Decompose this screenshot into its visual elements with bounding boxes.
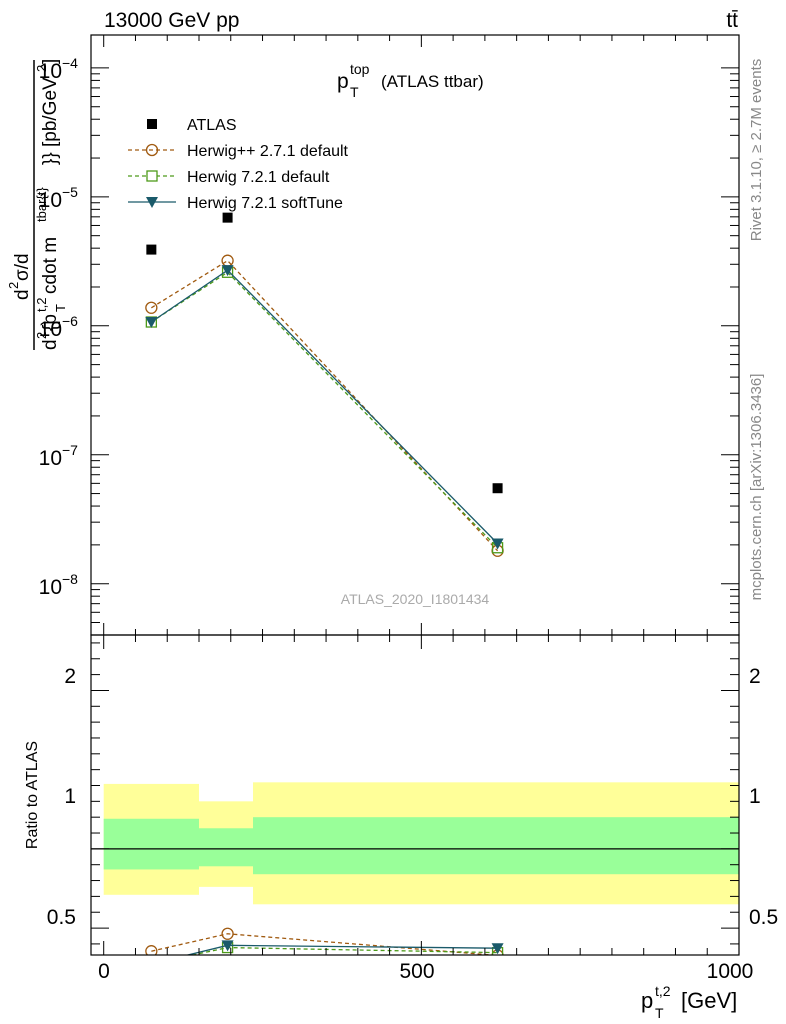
ratio-band-inner — [103, 818, 199, 870]
ratio-point-herwig-2-7-1-default — [221, 927, 234, 940]
ylabel-den-d: d — [40, 339, 61, 350]
ratio-ytick-left: 0.5 — [47, 906, 76, 929]
legend-item-herwigpp: Herwig++ 2.7.1 default — [128, 143, 349, 160]
energy-label: 13000 GeV pp — [104, 9, 239, 32]
ylabel-num-rest: σ/d — [12, 253, 33, 281]
main-title: p top T (ATLAS ttbar) — [337, 61, 484, 100]
ytick-base: 10 — [39, 318, 62, 341]
main-data — [145, 212, 504, 557]
xtick-label: 1000 — [707, 960, 754, 983]
xlabel-p: p — [641, 988, 653, 1013]
main-ytick-1: 10 −4 — [39, 55, 79, 83]
ylabel-den-m: cdot m — [40, 237, 61, 294]
main-point-herwig-7-2-1-softtune — [491, 538, 504, 550]
ylabel-den-p: {p — [40, 314, 61, 331]
ytick-exp: −8 — [62, 571, 78, 587]
main-point-atlas — [492, 483, 503, 494]
ytick-exp: −7 — [62, 442, 78, 458]
legend-label: Herwig 7.2.1 softTune — [187, 195, 343, 212]
ratio-ytick-right: 1 — [749, 785, 761, 808]
ratio-ytick-left: 1 — [64, 785, 76, 808]
rivet-label: Rivet 3.1.10, ≥ 2.7M events — [748, 59, 765, 242]
ylabel-num-sup: 2 — [6, 282, 21, 289]
ratio-ytick-right: 2 — [749, 665, 761, 688]
main-ticks — [91, 35, 740, 636]
main-point-atlas — [222, 212, 233, 223]
ratio-band-inner — [253, 817, 739, 875]
main-ytick-4: 10 −7 — [39, 442, 79, 470]
mcplots-label: mcplots.cern.ch [arXiv:1306.3436] — [748, 374, 765, 601]
ratio-ytick-left: 2 — [64, 665, 76, 688]
legend-marker-herwigpp — [145, 143, 159, 157]
ylabel-den-unit-sup: 2 — [34, 65, 49, 72]
main-point-atlas — [146, 244, 157, 255]
xlabel-sup: t,2 — [655, 983, 671, 999]
legend-marker-herwig7-softtune — [146, 197, 158, 208]
ratio-frame — [90, 634, 740, 956]
xlabel-unit: [GeV] — [681, 988, 737, 1013]
ratio-panel: 2 1 0.5 2 1 0.5 0 500 1000 Ratio to ATLA… — [24, 634, 778, 1021]
title-sup: top — [350, 61, 370, 77]
ratio-ylabel: Ratio to ATLAS — [24, 741, 41, 849]
xtick-label: 500 — [399, 960, 434, 983]
main-point-herwig-7-2-1-softtune — [221, 265, 234, 277]
main-series-line-herwig-7-2-1-softtune — [150, 269, 499, 544]
ratio-series-line-herwig-2-7-1-default — [151, 933, 498, 955]
ytick-exp: −4 — [62, 55, 78, 71]
legend-label: Herwig++ 2.7.1 default — [187, 143, 349, 160]
legend-label: ATLAS — [187, 117, 237, 134]
xtick-label: 0 — [98, 960, 110, 983]
ylabel-den-p-sup: t,2 — [34, 298, 49, 312]
ratio-ytick-right: 0.5 — [749, 906, 778, 929]
title-suffix: (ATLAS ttbar) — [381, 72, 484, 91]
main-panel: 10 −4 10 −5 10 −6 10 −7 10 −8 p top T (A… — [6, 34, 740, 636]
main-ytick-3: 10 −6 — [39, 313, 79, 341]
ytick-base: 10 — [39, 189, 62, 212]
xaxis-label: p t,2 T [GeV] — [641, 983, 737, 1021]
legend-marker-atlas — [147, 119, 157, 129]
main-ytick-2: 10 −5 — [39, 184, 79, 212]
ratio-series-line-herwig-7-2-1-default — [189, 946, 498, 955]
ratio-point-herwig-7-2-1-softtune — [491, 943, 504, 955]
ratio-point-herwig-7-2-1-softtune — [145, 959, 157, 970]
legend: ATLAS Herwig++ 2.7.1 default Herwig 7.2.… — [128, 117, 349, 212]
ylabel-den-close: ] — [40, 59, 61, 64]
ratio-point-herwig-7-2-1-default — [146, 959, 156, 969]
xlabel-sub: T — [655, 1005, 664, 1021]
analysis-watermark: ATLAS_2020_I1801434 — [341, 591, 490, 607]
ylabel-num: d — [12, 289, 33, 300]
ratio-band-inner — [199, 828, 253, 867]
ratio-ticks — [91, 635, 740, 955]
ratio-point-herwig-2-7-1-default — [145, 945, 158, 955]
ytick-base: 10 — [39, 576, 62, 599]
ytick-base: 10 — [39, 447, 62, 470]
legend-marker-herwig7-default — [146, 170, 158, 182]
main-ytick-5: 10 −8 — [39, 571, 79, 599]
ytick-base: 10 — [39, 60, 62, 83]
main-point-herwig-7-2-1-softtune — [145, 317, 158, 329]
ratio-point-herwig-7-2-1-softtune — [221, 940, 234, 952]
main-point-herwig-2-7-1-default — [221, 254, 234, 267]
main-ylabel: d 2 σ/d d 2 {p t,2 T cdot m tbar{t} }} [… — [6, 59, 68, 350]
title-sub: T — [350, 84, 359, 100]
ylabel-den-p-sub: T — [53, 304, 68, 312]
ylabel-den-m-sup: tbar{t} — [34, 187, 49, 222]
ytick-exp: −5 — [62, 184, 78, 200]
ratio-data — [91, 782, 739, 970]
legend-item-herwig7-default: Herwig 7.2.1 default — [128, 169, 330, 186]
ylabel-den-d-sup: 2 — [34, 332, 49, 339]
main-point-herwig-2-7-1-default — [145, 301, 158, 314]
legend-label: Herwig 7.2.1 default — [187, 169, 330, 186]
legend-item-herwig7-softtune: Herwig 7.2.1 softTune — [128, 195, 343, 212]
legend-item-atlas: ATLAS — [147, 117, 237, 134]
ylabel-den-unit: }} [pb/GeV — [40, 77, 61, 165]
ytick-exp: −6 — [62, 313, 78, 329]
title-p: p — [337, 70, 349, 93]
main-series-line-herwig-2-7-1-default — [151, 259, 499, 552]
main-series-line-herwig-7-2-1-default — [150, 271, 499, 549]
process-label: tt̄ — [726, 9, 738, 32]
